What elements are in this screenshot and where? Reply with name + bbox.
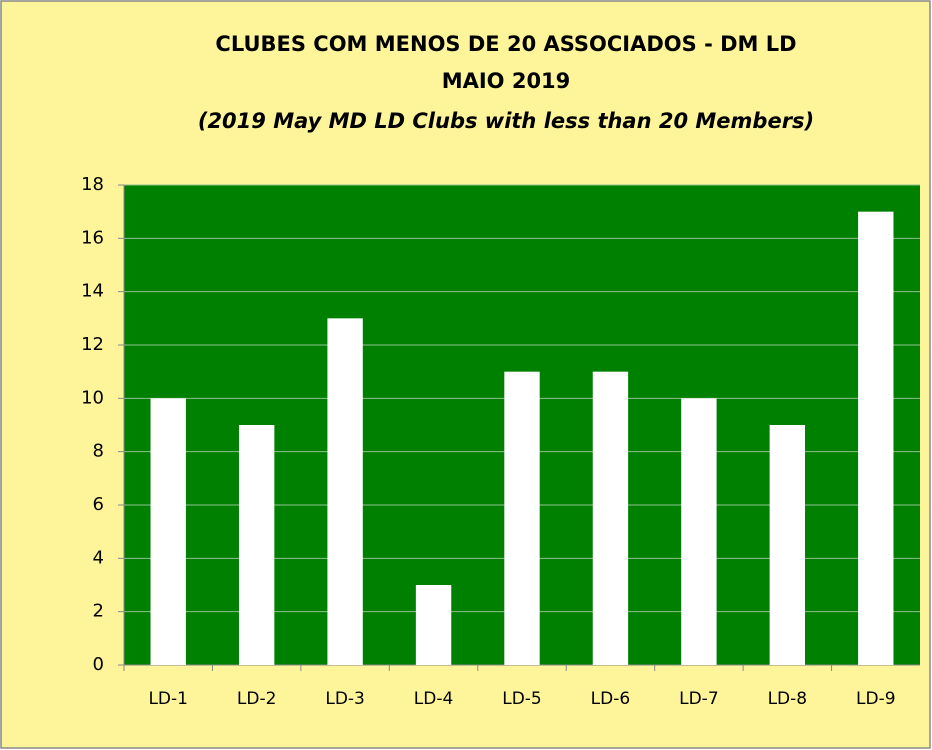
x-tick-label: LD-1 <box>148 689 188 709</box>
y-tick-label: 2 <box>93 601 104 622</box>
bar <box>504 371 540 665</box>
chart-title: CLUBES COM MENOS DE 20 ASSOCIADOS - DM L… <box>215 32 796 56</box>
bar <box>769 425 806 665</box>
chart-title: MAIO 2019 <box>442 69 571 93</box>
x-tick-label: LD-3 <box>325 689 365 709</box>
x-tick-label: LD-8 <box>768 689 808 709</box>
bar <box>415 585 452 665</box>
y-tick-label: 4 <box>93 547 104 568</box>
bar <box>681 398 717 665</box>
y-tick-label: 10 <box>81 387 104 408</box>
y-tick-label: 12 <box>81 334 104 355</box>
y-tick-label: 16 <box>81 227 104 248</box>
bar <box>238 425 275 665</box>
x-tick-label: LD-6 <box>591 689 631 709</box>
chart-subtitle: (2019 May MD LD Clubs with less than 20 … <box>198 109 814 133</box>
y-tick-label: 14 <box>81 281 104 302</box>
x-tick-label: LD-4 <box>414 689 454 709</box>
bar <box>592 371 629 665</box>
x-tick-label: LD-2 <box>237 689 277 709</box>
y-tick-label: 18 <box>81 174 104 195</box>
y-tick-label: 6 <box>93 494 104 515</box>
bar <box>858 211 894 665</box>
y-tick-label: 0 <box>93 654 104 675</box>
bar <box>327 318 363 665</box>
bar <box>150 398 186 665</box>
y-tick-label: 8 <box>93 441 104 462</box>
x-tick-label: LD-5 <box>502 689 542 709</box>
x-tick-label: LD-7 <box>679 689 719 709</box>
x-tick-label: LD-9 <box>856 689 896 709</box>
